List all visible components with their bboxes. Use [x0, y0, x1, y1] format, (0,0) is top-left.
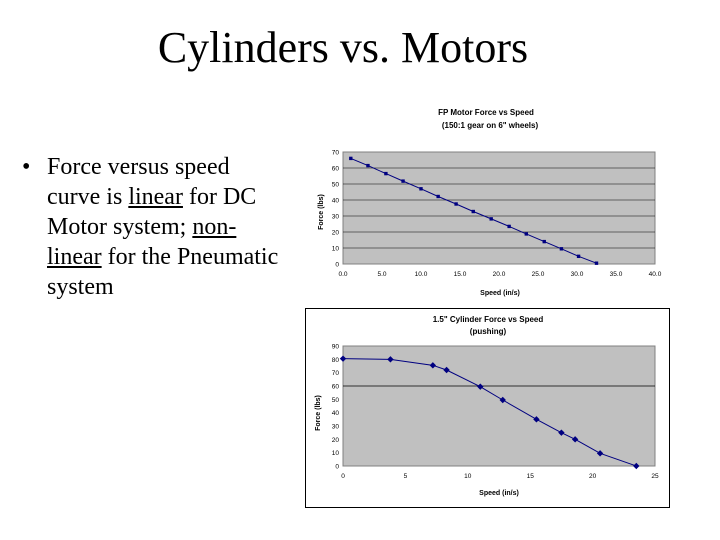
data-point: [387, 356, 394, 363]
linear-underlined: linear: [128, 184, 183, 210]
y-tick-label: 80: [332, 357, 340, 364]
x-tick-label: 5: [404, 473, 408, 480]
data-point: [419, 187, 423, 191]
data-point: [339, 355, 347, 362]
chart-title: 1.5" Cylinder Force vs Speed: [433, 315, 544, 324]
data-point: [596, 450, 604, 457]
y-tick-label: 90: [332, 344, 340, 351]
bullet-text-part-2: for DC Motor system;: [47, 184, 257, 240]
x-tick-label: 10: [464, 473, 472, 480]
x-tick-label: 10.0: [415, 271, 428, 278]
data-point: [366, 163, 370, 168]
data-point: [471, 209, 475, 214]
slide-title: Cylinders vs. Motors: [157, 23, 529, 72]
y-axis-label: Force (lbs): [318, 194, 325, 230]
y-tick-label: 10: [332, 450, 340, 457]
data-point: [443, 366, 450, 374]
data-point: [384, 171, 388, 176]
y-tick-label: 40: [332, 198, 340, 205]
x-tick-label: 40.0: [649, 271, 662, 278]
y-tick-label: 40: [332, 410, 340, 417]
y-tick-label: 30: [332, 424, 340, 431]
x-tick-label: 0: [341, 473, 345, 480]
x-axis-label: Speed (in/s): [480, 290, 520, 297]
x-tick-label: 0.0: [338, 271, 347, 278]
chart-border: [305, 308, 670, 508]
bullet-text-part-1: Force versus speed curve is: [47, 154, 230, 210]
data-point: [436, 194, 440, 199]
plot-area: 0 10 20 30 40 50 60 70 0.0 5.0 10.0 15.0 20.0 25.0 30.…: [332, 150, 662, 279]
y-tick-label: 10: [332, 246, 340, 253]
data-point: [429, 362, 437, 369]
y-tick-label: 0: [335, 262, 339, 269]
plot-area: 0 10 20 30 40 50 60 70 80 90 0 5 10 15 20 25: [332, 344, 659, 481]
y-tick-label: 60: [332, 166, 340, 173]
bullet-dot: •: [22, 154, 31, 180]
data-point: [524, 232, 528, 236]
y-tick-label: 30: [332, 214, 340, 221]
y-tick-label: 50: [332, 182, 340, 189]
x-tick-label: 15: [527, 473, 535, 480]
chart-subtitle: (150:1 gear on 6" wheels): [442, 121, 539, 130]
x-tick-label: 15.0: [454, 271, 467, 278]
nonlinear-underlined: non-linear: [47, 214, 237, 270]
y-tick-label: 20: [332, 437, 340, 444]
x-tick-label: 5.0: [377, 271, 386, 278]
y-tick-label: 60: [332, 384, 340, 391]
x-tick-label: 20: [589, 473, 597, 480]
y-tick-label: 50: [332, 397, 340, 404]
data-point: [542, 239, 546, 244]
x-tick-label: 25: [651, 473, 659, 480]
data-point: [507, 224, 511, 229]
plot-background: [342, 345, 656, 467]
bullet-text-part-3: for the Pneumatic system: [47, 244, 279, 300]
chart-title: FP Motor Force vs Speed: [438, 108, 534, 117]
x-axis-label: Speed (in/s): [479, 490, 519, 497]
y-tick-label: 20: [332, 230, 340, 237]
chart-subtitle: (pushing): [470, 327, 507, 336]
x-tick-label: 30.0: [571, 271, 584, 278]
data-point: [594, 261, 599, 265]
x-tick-label: 20.0: [493, 271, 506, 278]
bullet-text: Force versus speed curve is linear for D…: [47, 152, 287, 302]
x-tick-label: 35.0: [610, 271, 623, 278]
data-point: [576, 254, 581, 259]
cylinder-force-chart: 1.5" Cylinder Force vs Speed (pushing) 0…: [305, 308, 670, 508]
data-point: [349, 156, 353, 161]
data-point: [499, 396, 506, 404]
data-point: [454, 202, 458, 206]
y-axis-label: Force (lbs): [315, 395, 322, 431]
data-point: [489, 217, 493, 221]
data-point: [559, 247, 564, 251]
y-tick-label: 70: [332, 150, 340, 157]
x-tick-label: 25.0: [532, 271, 545, 278]
plot-background: [342, 151, 656, 265]
y-tick-label: 70: [332, 370, 340, 377]
data-point: [401, 179, 405, 183]
motor-force-chart: FP Motor Force vs Speed (150:1 gear on 6…: [318, 108, 662, 297]
y-tick-label: 0: [335, 464, 339, 471]
